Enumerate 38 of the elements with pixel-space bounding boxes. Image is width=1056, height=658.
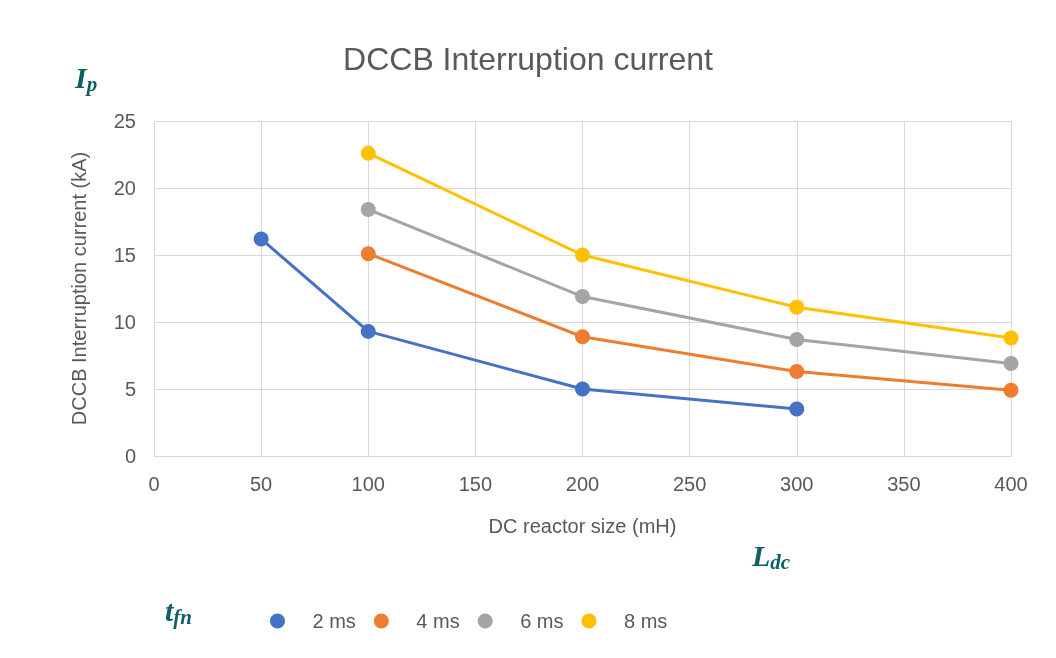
x-tick-label: 100	[351, 473, 385, 495]
point	[360, 246, 376, 262]
point	[789, 364, 805, 380]
point	[360, 145, 376, 161]
point	[360, 201, 376, 217]
x-tick-label: 150	[458, 473, 493, 495]
point	[789, 331, 805, 347]
x-tick-label: 300	[780, 473, 814, 495]
point	[789, 401, 805, 417]
legend-label: 6 ms	[520, 610, 564, 632]
x-tick-label: 0	[148, 473, 160, 495]
x-tick-label: 250	[672, 473, 707, 495]
x-tick-label: 200	[565, 473, 600, 495]
legend-label: 4 ms	[416, 610, 460, 632]
x-tick-label: 350	[887, 473, 921, 495]
point	[789, 299, 805, 315]
point	[253, 231, 269, 247]
y-axis-title: DCCB Interruption current (kA)	[68, 151, 90, 426]
legend-label: 2 ms	[312, 610, 356, 632]
point	[360, 323, 376, 339]
chart-title: DCCB Interruption current	[343, 41, 714, 77]
point	[575, 381, 590, 397]
legend-label: 8 ms	[624, 610, 668, 632]
y-tick-label: 5	[124, 378, 136, 400]
y-tick-label: 25	[113, 110, 136, 132]
point	[1003, 330, 1019, 346]
x-axis-title: DC reactor size (mH)	[488, 515, 677, 537]
y-tick-label: 20	[113, 177, 136, 199]
point	[575, 329, 590, 345]
point	[1003, 356, 1019, 372]
point	[575, 247, 590, 263]
y-tick-label: 0	[124, 445, 136, 467]
point	[575, 289, 590, 305]
y-tick-label: 15	[113, 244, 136, 266]
point	[1003, 382, 1019, 398]
y-tick-label: 10	[113, 311, 136, 333]
x-tick-label: 50	[250, 473, 273, 495]
x-tick-label: 400	[994, 473, 1028, 495]
